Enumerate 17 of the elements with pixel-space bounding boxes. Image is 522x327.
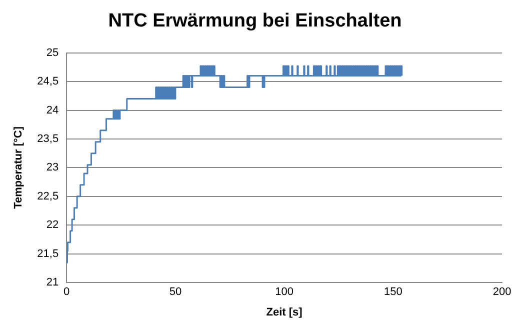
y-tick-label: 21: [46, 276, 59, 289]
x-tick-label: 150: [384, 286, 402, 298]
chart-title: NTC Erwärmung bei Einschalten: [108, 10, 402, 32]
y-tick-label: 24: [46, 104, 59, 116]
y-tick-label: 22,5: [37, 190, 59, 202]
x-tick-label: 100: [275, 286, 294, 298]
x-tick-label: 200: [492, 286, 512, 298]
y-tick-label: 21,5: [37, 248, 59, 260]
y-tick-label: 23,5: [37, 133, 59, 146]
x-tick-label: 0: [64, 286, 70, 298]
y-axis-title: Temperatur [°C]: [12, 126, 25, 209]
y-tick-label: 22: [46, 219, 59, 232]
y-tick-label: 25: [46, 46, 59, 59]
y-tick-label: 24,5: [37, 76, 59, 88]
x-tick-label: 50: [169, 286, 182, 298]
y-tick-label: 23: [46, 162, 59, 174]
x-axis-title: Zeit [s]: [266, 306, 303, 318]
